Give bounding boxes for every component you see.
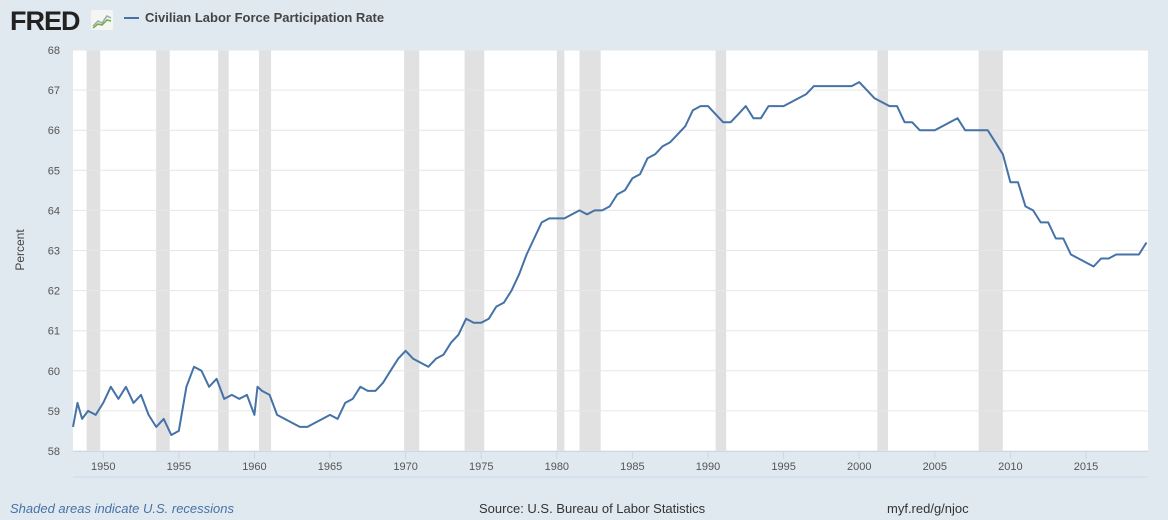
y-tick-label: 68: [48, 45, 60, 57]
y-tick-label: 66: [48, 125, 60, 137]
x-tick-label: 1965: [318, 461, 342, 473]
chart-logo-icon: [91, 10, 113, 30]
x-tick-label: 1970: [393, 461, 417, 473]
x-tick-label: 2010: [998, 461, 1022, 473]
y-tick-label: 59: [48, 406, 60, 418]
y-tick-label: 61: [48, 326, 60, 338]
y-tick-label: 64: [48, 205, 60, 217]
x-tick-label: 1960: [242, 461, 266, 473]
legend-swatch: [124, 16, 139, 19]
x-tick-label: 1985: [620, 461, 644, 473]
y-tick-label: 58: [48, 446, 60, 458]
short-url-link[interactable]: myf.red/g/njoc: [887, 501, 969, 516]
x-tick-label: 1955: [167, 461, 191, 473]
y-tick-label: 60: [48, 366, 60, 378]
x-tick-label: 2000: [847, 461, 871, 473]
x-tick-label: 2005: [923, 461, 947, 473]
y-axis-label: Percent: [13, 229, 27, 271]
source-text: Source: U.S. Bureau of Labor Statistics: [479, 501, 706, 516]
x-tick-label: 1995: [771, 461, 795, 473]
legend-label: Civilian Labor Force Participation Rate: [145, 10, 385, 25]
y-tick-label: 65: [48, 165, 60, 177]
x-tick-label: 2015: [1074, 461, 1098, 473]
x-tick-label: 1975: [469, 461, 493, 473]
fred-logo[interactable]: FRED: [10, 6, 80, 36]
legend-item[interactable]: Civilian Labor Force Participation Rate: [124, 10, 384, 25]
x-tick-label: 1990: [696, 461, 720, 473]
x-tick-label: 1950: [91, 461, 115, 473]
recession-note: Shaded areas indicate U.S. recessions: [10, 501, 235, 516]
y-tick-label: 63: [48, 246, 60, 258]
x-tick-label: 1980: [545, 461, 569, 473]
y-tick-label: 62: [48, 286, 60, 298]
line-chart: 58 59 60 61 62 63 64 65 66 67 68 1950 1955 1960 1965 19…: [13, 45, 1148, 478]
y-tick-label: 67: [48, 85, 60, 97]
series-line[interactable]: [72, 81, 1148, 436]
